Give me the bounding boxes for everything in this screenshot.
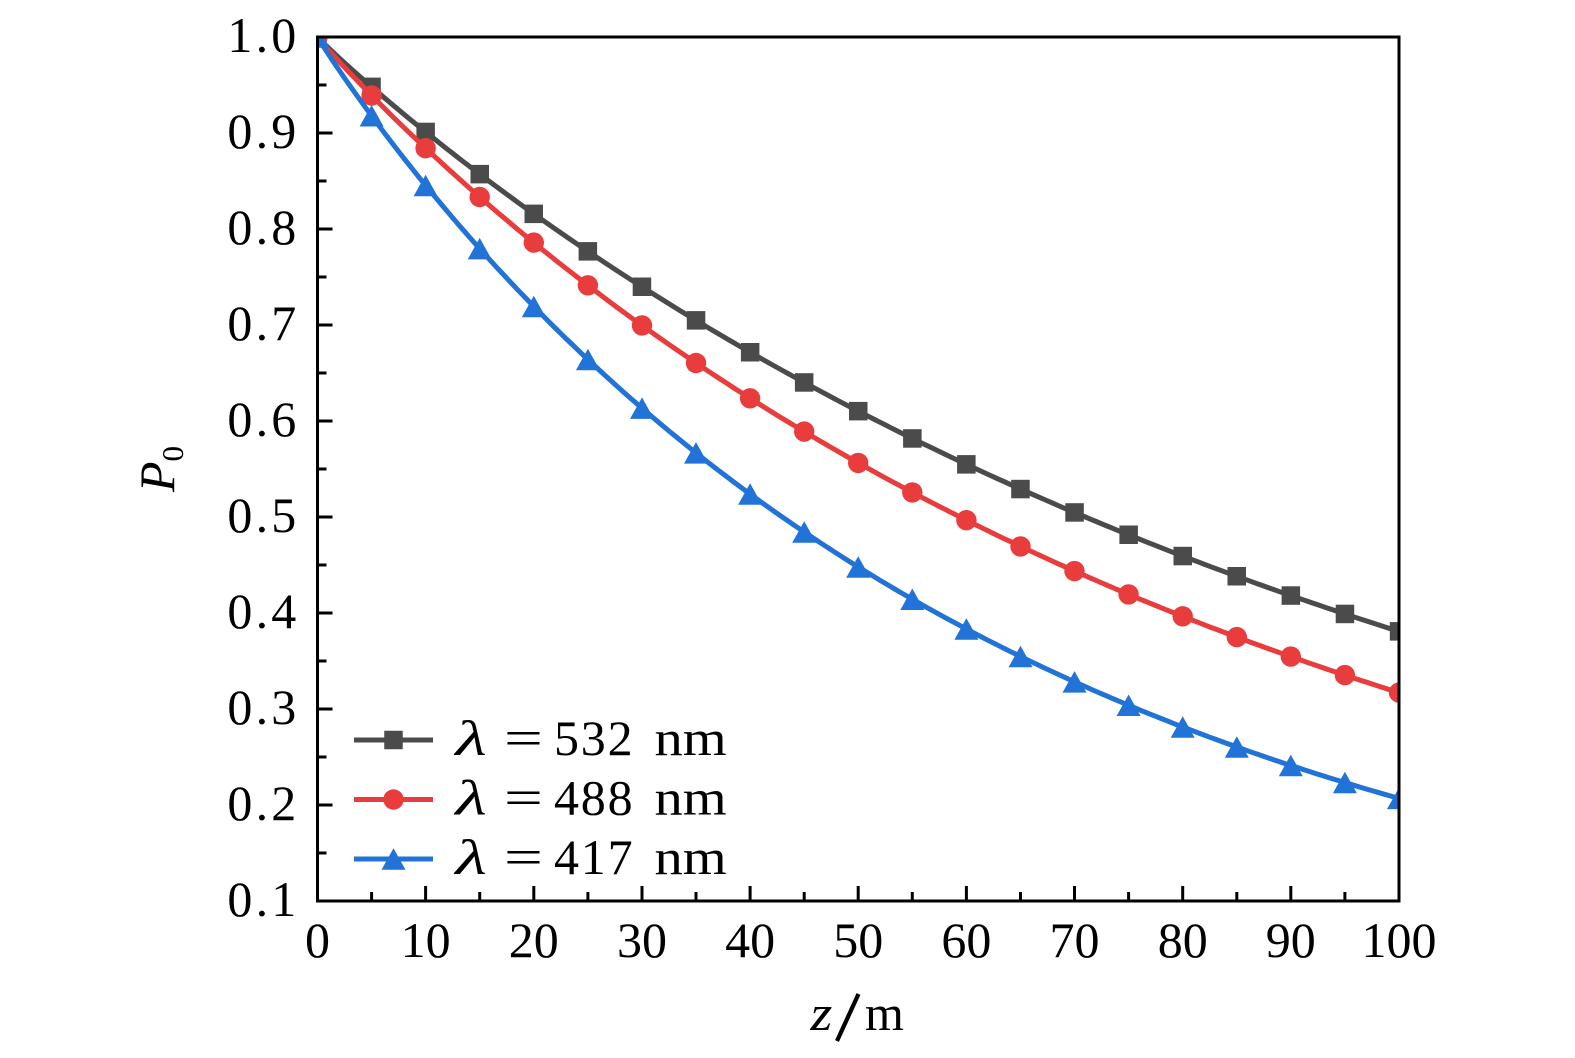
svg-text:=: = xyxy=(504,830,543,886)
svg-text:0.7: 0.7 xyxy=(227,295,299,351)
svg-text:=: = xyxy=(504,771,543,827)
svg-text:30: 30 xyxy=(617,912,667,968)
svg-text:=: = xyxy=(504,711,543,767)
svg-text:10: 10 xyxy=(401,912,451,968)
svg-text:0: 0 xyxy=(305,912,330,968)
svg-text:λ: λ xyxy=(453,831,487,886)
svg-text:λ: λ xyxy=(453,712,487,767)
svg-text:417: 417 xyxy=(554,829,634,885)
svg-text:0.1: 0.1 xyxy=(227,871,299,927)
svg-text:1.0: 1.0 xyxy=(227,7,299,63)
svg-text:70: 70 xyxy=(1050,912,1100,968)
svg-text:0.9: 0.9 xyxy=(227,103,299,159)
svg-text:50: 50 xyxy=(833,912,883,968)
svg-text:80: 80 xyxy=(1158,912,1208,968)
svg-text:P0: P0 xyxy=(129,446,190,493)
svg-text:60: 60 xyxy=(941,912,991,968)
svg-text:90: 90 xyxy=(1266,912,1316,968)
svg-text:488: 488 xyxy=(554,770,634,826)
svg-text:20: 20 xyxy=(509,912,559,968)
svg-text:z: z xyxy=(809,987,832,1042)
svg-text:0.5: 0.5 xyxy=(227,487,299,543)
svg-text:0.6: 0.6 xyxy=(227,391,299,447)
svg-text:0.4: 0.4 xyxy=(227,583,299,639)
svg-text:532: 532 xyxy=(554,710,634,766)
svg-text:λ: λ xyxy=(453,771,487,826)
svg-text:m: m xyxy=(865,985,904,1041)
svg-text:100: 100 xyxy=(1362,912,1437,968)
svg-text:0.3: 0.3 xyxy=(227,679,299,735)
svg-text:nm: nm xyxy=(655,829,727,885)
svg-text:0.2: 0.2 xyxy=(227,775,299,831)
svg-text:0.8: 0.8 xyxy=(227,199,299,255)
svg-text:nm: nm xyxy=(655,770,727,826)
svg-text:nm: nm xyxy=(655,710,727,766)
svg-text:40: 40 xyxy=(725,912,775,968)
